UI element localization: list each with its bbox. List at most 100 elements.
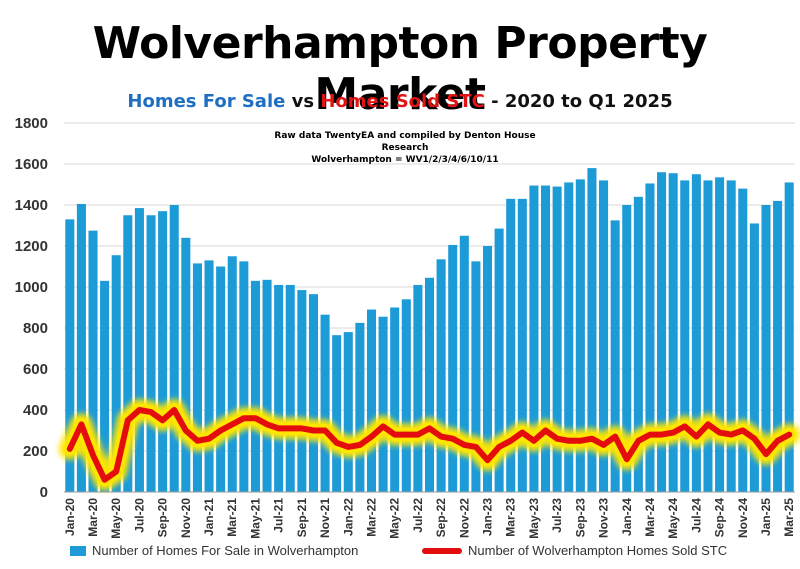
bar-Feb-22 [355, 322, 365, 492]
bar-Nov-21 [320, 314, 330, 492]
x-tick-label: May-24 [666, 498, 680, 539]
x-tick-label: Sep-22 [434, 498, 448, 538]
bar-Mar-25 [784, 182, 794, 492]
legend-item-line: Number of Wolverhampton Homes Sold STC [422, 543, 727, 558]
bar-Aug-24 [703, 180, 713, 492]
bar-Jan-20 [65, 219, 75, 492]
bar-Jan-21 [204, 260, 214, 492]
legend-label-bars: Number of Homes For Sale in Wolverhampto… [92, 543, 359, 558]
bar-Jan-22 [343, 332, 353, 492]
y-tick-label: 200 [23, 443, 48, 460]
bar-Jun-20 [123, 215, 133, 492]
bar-Apr-21 [239, 261, 249, 492]
bar-Oct-20 [169, 205, 179, 492]
bar-May-23 [529, 185, 539, 492]
bar-Dec-21 [332, 335, 342, 492]
bar-Mar-24 [645, 183, 655, 492]
bar-Apr-23 [517, 198, 527, 492]
y-tick-label: 1000 [15, 279, 48, 296]
x-tick-label: Sep-20 [156, 498, 170, 538]
bar-Jun-22 [401, 299, 411, 492]
x-tick-label: Jan-25 [759, 498, 773, 536]
bar-Jul-21 [274, 284, 284, 492]
bar-Aug-21 [285, 284, 295, 492]
bar-Sep-20 [158, 211, 168, 492]
bar-May-22 [390, 307, 400, 492]
bar-Aug-22 [424, 277, 435, 492]
bar-Mar-23 [506, 198, 516, 492]
bar-Apr-22 [378, 316, 388, 492]
x-tick-label: Mar-21 [225, 498, 239, 537]
bar-Mar-21 [227, 256, 237, 492]
legend-label-line: Number of Wolverhampton Homes Sold STC [468, 543, 728, 558]
bar-Feb-24 [633, 196, 643, 493]
bar-Jun-23 [541, 185, 551, 492]
bar-Jan-25 [761, 205, 771, 492]
x-axis: Jan-20 Mar-20 May-20 Jul-20 Sep-20 Nov-20 Jan-… [63, 491, 796, 539]
x-tick-label: Jul-21 [272, 498, 286, 533]
source-note: Raw data TwentyEA and compiled by Denton… [260, 130, 550, 166]
bar-Jul-23 [552, 186, 562, 493]
x-tick-label: Mar-24 [643, 498, 657, 537]
subtitle-vs: vs [285, 91, 321, 112]
bar-May-21 [250, 280, 260, 492]
chart-subtitle: Homes For Sale vs Homes Sold STC - 2020 … [0, 91, 800, 112]
x-tick-label: May-23 [527, 498, 541, 539]
x-tick-label: Mar-22 [364, 498, 378, 537]
y-tick-label: 1200 [15, 238, 48, 255]
x-tick-label: Jan-24 [620, 498, 634, 536]
bar-Mar-22 [366, 309, 377, 492]
x-tick-label: Nov-24 [736, 498, 750, 538]
subtitle-period: - 2020 to Q1 2025 [484, 91, 673, 112]
bar-Jul-22 [413, 284, 423, 492]
x-tick-label: Jul-22 [411, 498, 425, 533]
bar-series [65, 168, 794, 493]
y-tick-label: 0 [40, 484, 48, 501]
bar-Dec-23 [610, 220, 620, 492]
legend-swatch-line [422, 547, 462, 554]
y-tick-label: 1400 [15, 197, 48, 214]
bar-Jul-20 [134, 208, 144, 492]
subtitle-homes-sold: Homes Sold STC [320, 91, 485, 112]
line-series [66, 407, 793, 483]
x-tick-label: Jul-20 [132, 498, 146, 533]
y-tick-label: 800 [23, 320, 48, 337]
y-tick-label: 1600 [15, 156, 48, 173]
x-tick-label: Sep-21 [295, 498, 309, 538]
x-tick-label: Nov-22 [457, 498, 471, 538]
x-tick-label: Mar-23 [504, 498, 518, 537]
source-note-line2: Wolverhampton = WV1/2/3/4/6/10/11 [311, 155, 499, 165]
bar-Feb-23 [494, 228, 504, 492]
bar-Oct-23 [587, 168, 597, 492]
x-tick-label: May-21 [248, 498, 262, 539]
bar-May-20 [111, 255, 121, 492]
bar-Nov-20 [181, 237, 191, 492]
bar-Oct-21 [308, 294, 318, 492]
x-tick-label: Mar-25 [782, 498, 796, 537]
y-tick-label: 400 [23, 402, 48, 419]
x-tick-label: Nov-21 [318, 498, 332, 538]
subtitle-homes-for-sale: Homes For Sale [127, 91, 286, 112]
bar-Dec-24 [749, 223, 759, 492]
x-tick-label: Jan-22 [341, 498, 355, 536]
chart-title: Wolverhampton Property Market [92, 18, 708, 120]
source-note-line1: Raw data TwentyEA and compiled by Denton… [274, 131, 536, 153]
x-tick-label: Nov-20 [179, 498, 193, 538]
x-tick-label: Sep-23 [573, 498, 587, 538]
x-tick-label: Jan-20 [63, 498, 77, 536]
x-tick-label: May-20 [109, 498, 123, 539]
bar-Aug-23 [564, 182, 574, 492]
bar-Sep-21 [297, 290, 307, 492]
bar-Jan-23 [482, 246, 493, 492]
bar-Jul-24 [691, 174, 701, 492]
x-tick-label: Mar-20 [86, 498, 100, 537]
bar-Aug-20 [146, 215, 156, 492]
bar-Sep-23 [575, 179, 585, 492]
legend: Number of Homes For Sale in Wolverhampto… [0, 543, 800, 563]
bar-Feb-20 [76, 203, 86, 492]
bar-Feb-21 [216, 266, 226, 492]
bar-Sep-22 [436, 259, 446, 492]
bar-Sep-24 [715, 177, 725, 492]
bar-Mar-20 [88, 230, 98, 492]
